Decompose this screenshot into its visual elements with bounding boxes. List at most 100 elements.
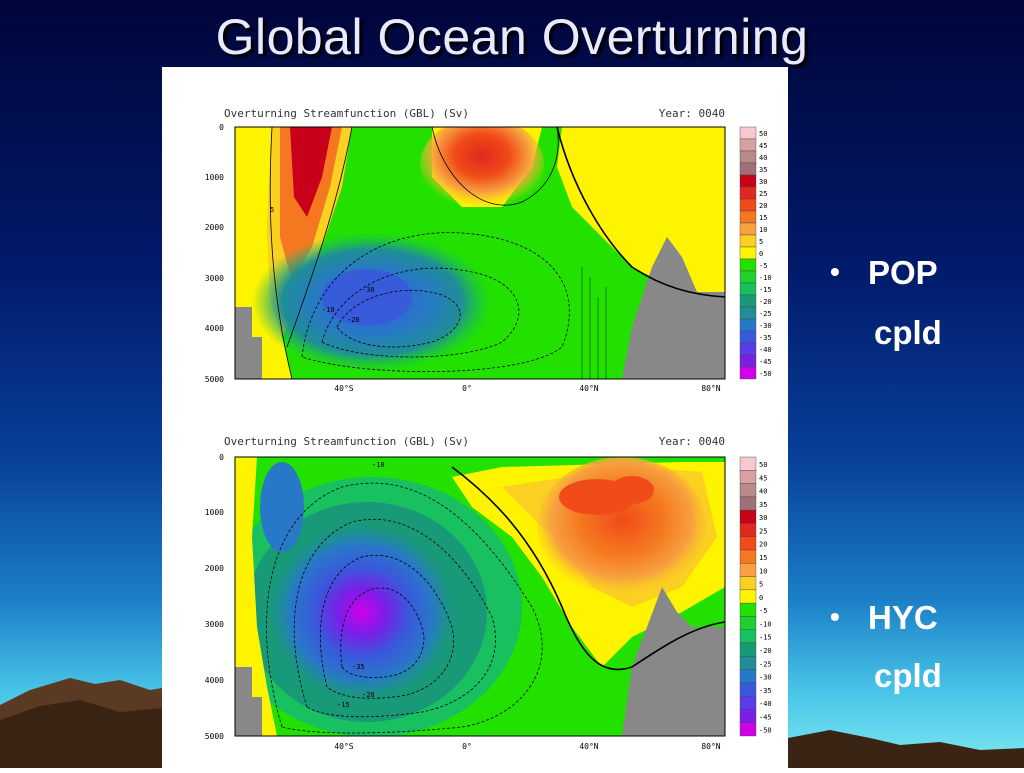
- colorbar-label: 15: [759, 214, 767, 222]
- colorbar-label: 25: [759, 527, 767, 535]
- overturning-plots: Overturning Streamfunction (GBL) (Sv) Ye…: [205, 107, 772, 751]
- colorbar-label: 5: [759, 581, 763, 589]
- colorbar-label: -25: [759, 660, 772, 668]
- colorbar-label: -25: [759, 310, 772, 318]
- colorbar-swatch: [739, 138, 757, 152]
- colorbar-swatch: [739, 470, 757, 484]
- y-tick-label: 3000: [205, 620, 224, 629]
- heatmap-field: [235, 457, 725, 736]
- colorbar-swatch: [739, 306, 757, 320]
- colorbar-label: 45: [759, 474, 767, 482]
- colorbar-label: -5: [759, 262, 767, 270]
- colorbar-swatch: [739, 536, 757, 551]
- colorbar-swatch: [739, 198, 757, 212]
- y-tick-label: 2000: [205, 223, 224, 232]
- contour-label: -15: [337, 701, 350, 709]
- colorbar-label: -20: [759, 647, 772, 655]
- y-tick-label: 1000: [205, 173, 224, 182]
- colorbar-swatch: [739, 366, 757, 380]
- contour-labels: 5 -10 -20 -30: [270, 206, 375, 324]
- colorbar-label: -50: [759, 370, 772, 378]
- bullet-dot: •: [830, 256, 840, 287]
- colorbar-label: 50: [759, 130, 767, 138]
- y-axis: 0 1000 2000 3000 4000 5000: [205, 123, 224, 384]
- contour-label: -10: [322, 306, 335, 314]
- y-tick-label: 2000: [205, 564, 224, 573]
- colorbar-swatch: [739, 695, 757, 710]
- colorbar-label: 40: [759, 154, 767, 162]
- colorbar-swatch: [739, 549, 757, 564]
- y-tick-label: 0: [219, 453, 224, 462]
- bullet-hyc: • HYC: [830, 599, 938, 637]
- y-tick-label: 3000: [205, 274, 224, 283]
- contour-label: -30: [362, 286, 375, 294]
- colorbar-label: -40: [759, 700, 772, 708]
- bullet-dot: •: [830, 601, 840, 632]
- colorbar-label: 30: [759, 178, 767, 186]
- x-tick-label: 40°N: [579, 742, 598, 751]
- colorbar-swatch: [739, 456, 757, 471]
- colorbar-label: 45: [759, 142, 767, 150]
- colorbar-swatch: [739, 162, 757, 176]
- colorbar-swatch: [739, 509, 757, 524]
- colorbar-swatch: [739, 589, 757, 604]
- contour-labels: -10 -20 -35 -15: [337, 461, 385, 709]
- colorbar-label: -35: [759, 334, 772, 342]
- contour-label: -10: [372, 461, 385, 469]
- colorbar-swatch: [739, 174, 757, 188]
- plot-year: Year: 0040: [659, 107, 725, 120]
- colorbar-swatch: [739, 270, 757, 284]
- colorbar-swatch: [739, 126, 757, 140]
- colorbar-swatch: [739, 342, 757, 356]
- colorbar-label: 35: [759, 501, 767, 509]
- colorbar-label: 40: [759, 488, 767, 496]
- y-tick-label: 1000: [205, 508, 224, 517]
- colorbar-label: 10: [759, 226, 767, 234]
- colorbar-label: -15: [759, 634, 772, 642]
- contour-label: -20: [347, 316, 360, 324]
- x-tick-label: 0°: [462, 384, 472, 393]
- colorbar-label: -30: [759, 674, 772, 682]
- bullet-sub-hyc: cpld: [874, 657, 942, 694]
- colorbar: 50454035302520151050-5-10-15-20-25-30-35…: [739, 126, 772, 380]
- colorbar-label: 20: [759, 541, 767, 549]
- plot-year: Year: 0040: [659, 435, 725, 448]
- colorbar-swatch: [739, 656, 757, 670]
- colorbar-swatch: [739, 294, 757, 308]
- colorbar-swatch: [739, 234, 757, 248]
- colorbar-label: 5: [759, 238, 763, 246]
- colorbar-label: 15: [759, 554, 767, 562]
- x-tick-label: 40°S: [334, 742, 353, 751]
- y-tick-label: 4000: [205, 676, 224, 685]
- colorbar-label: 35: [759, 166, 767, 174]
- contour-label: -20: [362, 691, 375, 699]
- plot-title: Overturning Streamfunction (GBL) (Sv): [224, 435, 469, 448]
- colorbar-swatch: [739, 354, 757, 368]
- colorbar-label: 20: [759, 202, 767, 210]
- colorbar-swatch: [739, 282, 757, 296]
- colorbar-label: -45: [759, 358, 772, 366]
- colorbar-swatch: [739, 186, 757, 200]
- x-axis: 40°S 0° 40°N 80°N: [334, 742, 720, 751]
- colorbar: 50454035302520151050-5-10-15-20-25-30-35…: [739, 456, 772, 737]
- x-axis: 40°S 0° 40°N 80°N: [334, 384, 720, 393]
- contour-label: 5: [270, 206, 274, 214]
- colorbar-label: 10: [759, 567, 767, 575]
- colorbar-label: -40: [759, 346, 772, 354]
- plot-pop: Overturning Streamfunction (GBL) (Sv) Ye…: [205, 107, 772, 393]
- colorbar-swatch: [739, 318, 757, 332]
- x-tick-label: 80°N: [701, 384, 720, 393]
- colorbar-swatch: [739, 563, 757, 577]
- colorbar-swatch: [739, 496, 757, 511]
- colorbar-swatch: [739, 330, 757, 344]
- colorbar-swatch: [739, 246, 757, 260]
- colorbar-swatch: [739, 258, 757, 272]
- colorbar-swatch: [739, 722, 757, 737]
- x-tick-label: 40°N: [579, 384, 598, 393]
- y-tick-label: 5000: [205, 732, 224, 741]
- colorbar-label: 50: [759, 461, 767, 469]
- colorbar-label: -5: [759, 607, 767, 615]
- y-axis: 0 1000 2000 3000 4000 5000: [205, 453, 224, 741]
- x-tick-label: 80°N: [701, 742, 720, 751]
